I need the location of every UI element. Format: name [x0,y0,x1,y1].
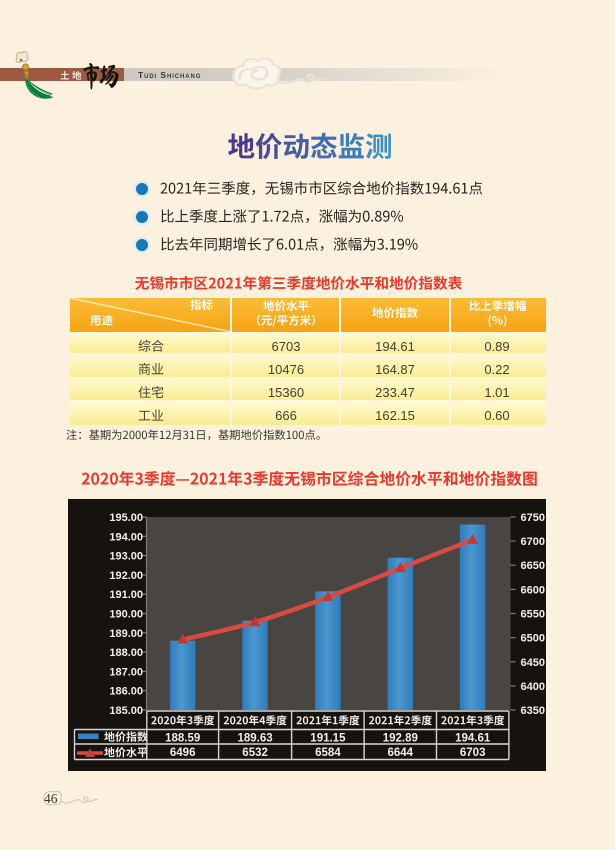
svg-text:194.00: 194.00 [109,531,143,543]
svg-text:6750: 6750 [521,512,545,524]
svg-text:6400: 6400 [521,681,545,693]
svg-text:6650: 6650 [521,560,545,572]
svg-text:193.00: 193.00 [109,551,143,563]
svg-text:192.89: 192.89 [383,732,418,744]
svg-text:191.15: 191.15 [310,732,346,744]
svg-text:6350: 6350 [521,705,545,717]
svg-text:6700: 6700 [521,536,545,548]
svg-text:195.00: 195.00 [109,512,143,524]
svg-text:186.00: 186.00 [109,686,143,698]
svg-text:6550: 6550 [521,609,545,621]
svg-text:6500: 6500 [521,633,545,645]
svg-text:6600: 6600 [521,584,545,596]
svg-text:194.61: 194.61 [455,732,491,744]
svg-text:192.00: 192.00 [109,570,143,582]
svg-text:6496: 6496 [170,747,196,759]
svg-text:191.00: 191.00 [109,589,143,601]
svg-text:6532: 6532 [242,747,268,759]
svg-text:190.00: 190.00 [109,609,143,621]
svg-text:6584: 6584 [315,747,341,759]
svg-text:188.59: 188.59 [165,732,200,744]
svg-text:6450: 6450 [521,657,545,669]
svg-text:189.00: 189.00 [109,628,143,640]
svg-text:187.00: 187.00 [109,666,143,678]
svg-text:188.00: 188.00 [109,647,143,659]
svg-text:185.00: 185.00 [109,705,143,717]
svg-text:6644: 6644 [388,747,414,759]
svg-text:6703: 6703 [460,747,486,759]
svg-text:189.63: 189.63 [238,732,273,744]
